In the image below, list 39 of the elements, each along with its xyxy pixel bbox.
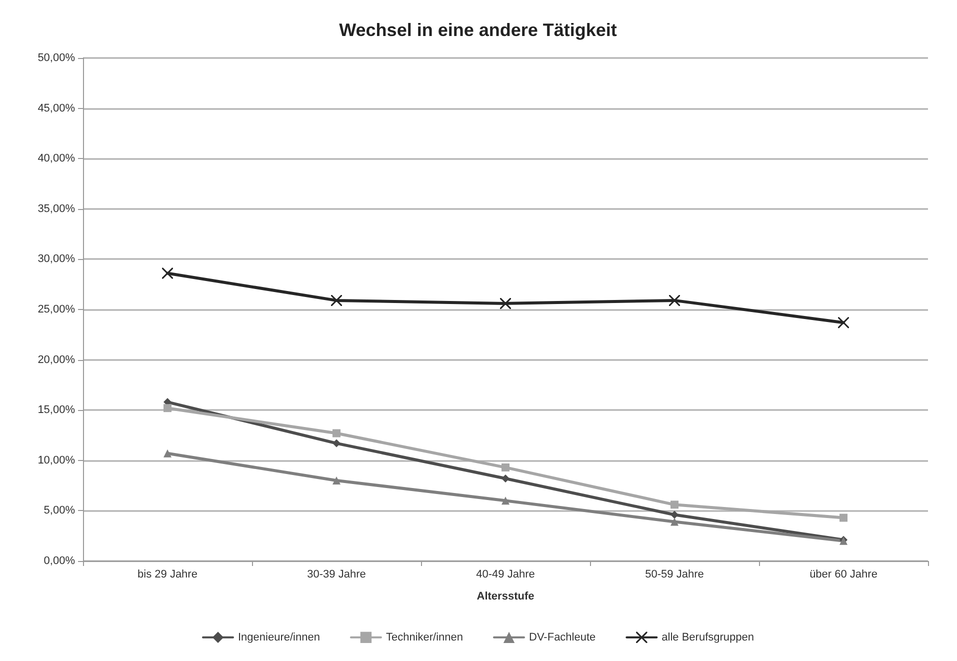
y-tick-label: 20,00%	[38, 354, 76, 366]
y-tick-label: 50,00%	[38, 52, 76, 64]
y-tick-label: 10,00%	[38, 454, 76, 466]
legend-label: Techniker/innen	[386, 631, 464, 644]
x-tick-label: 50-59 Jahre	[645, 568, 704, 580]
point	[332, 476, 340, 485]
point	[331, 294, 342, 306]
y-tick-label: 40,00%	[38, 152, 76, 165]
point	[502, 463, 510, 472]
y-tick-label: 30,00%	[38, 253, 76, 266]
point	[840, 514, 848, 522]
point	[670, 500, 678, 509]
legend-label: DV-Fachleute	[529, 631, 596, 644]
y-tick-label: 5,00%	[44, 504, 76, 517]
point	[502, 474, 510, 483]
x-tick-label: über 60 Jahre	[810, 568, 878, 580]
x-tick-label: bis 29 Jahre	[138, 568, 198, 580]
point	[838, 317, 849, 328]
point	[502, 496, 510, 505]
point	[332, 439, 340, 448]
legend-label: alle Berufsgruppen	[662, 631, 754, 644]
x-tick-label: 30-39 Jahre	[307, 568, 366, 580]
point	[164, 404, 172, 412]
y-tick-label: 25,00%	[38, 304, 76, 316]
y-tick-label: 15,00%	[38, 404, 76, 416]
point	[670, 510, 678, 519]
point	[670, 518, 678, 526]
point	[500, 298, 511, 309]
x-tick-label: 40-49 Jahre	[476, 568, 535, 580]
y-tick-label: 35,00%	[38, 202, 76, 215]
y-tick-label: 0,00%	[44, 555, 76, 567]
x-axis-title: Altersstufe	[476, 590, 534, 602]
point	[332, 429, 340, 438]
y-tick-label: 45,00%	[38, 102, 76, 114]
legend-label: Ingenieure/innen	[238, 631, 320, 644]
point	[162, 268, 173, 279]
point	[669, 294, 680, 306]
chart-title: Wechsel in eine andere Tätigkeit	[339, 20, 617, 40]
point	[164, 449, 172, 458]
